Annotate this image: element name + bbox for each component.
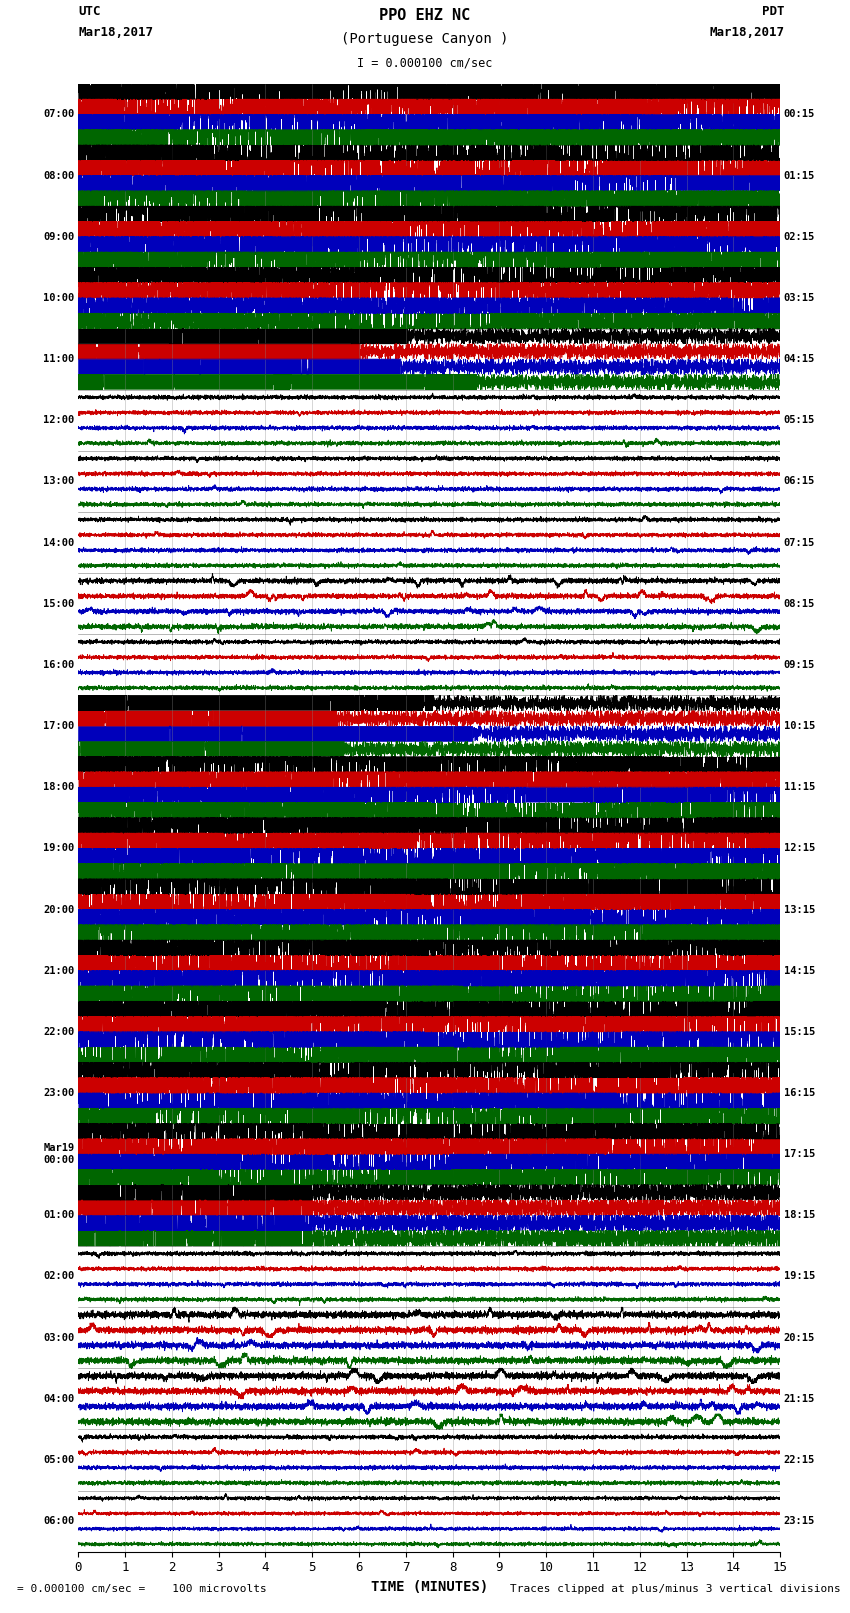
Text: 09:15: 09:15 [784,660,815,669]
Text: 17:00: 17:00 [43,721,75,731]
Text: 01:15: 01:15 [784,171,815,181]
Text: 21:15: 21:15 [784,1394,815,1403]
Text: 09:00: 09:00 [43,232,75,242]
Text: 01:00: 01:00 [43,1210,75,1221]
Text: 03:15: 03:15 [784,294,815,303]
Text: 20:15: 20:15 [784,1332,815,1342]
X-axis label: TIME (MINUTES): TIME (MINUTES) [371,1581,488,1594]
Text: 18:00: 18:00 [43,782,75,792]
Text: 15:00: 15:00 [43,598,75,608]
Text: 02:15: 02:15 [784,232,815,242]
Text: 23:15: 23:15 [784,1516,815,1526]
Text: 07:15: 07:15 [784,537,815,547]
Text: 10:15: 10:15 [784,721,815,731]
Text: 18:15: 18:15 [784,1210,815,1221]
Text: Traces clipped at plus/minus 3 vertical divisions: Traces clipped at plus/minus 3 vertical … [510,1584,841,1594]
Text: 02:00: 02:00 [43,1271,75,1281]
Text: 13:15: 13:15 [784,905,815,915]
Text: 07:00: 07:00 [43,110,75,119]
Text: 22:00: 22:00 [43,1027,75,1037]
Text: = 0.000100 cm/sec =    100 microvolts: = 0.000100 cm/sec = 100 microvolts [17,1584,267,1594]
Text: 08:00: 08:00 [43,171,75,181]
Text: 16:00: 16:00 [43,660,75,669]
Text: PDT: PDT [762,5,785,18]
Text: 16:15: 16:15 [784,1089,815,1098]
Text: 13:00: 13:00 [43,476,75,487]
Text: 14:00: 14:00 [43,537,75,547]
Text: 22:15: 22:15 [784,1455,815,1465]
Text: PPO EHZ NC: PPO EHZ NC [379,8,471,23]
Text: 17:15: 17:15 [784,1148,815,1160]
Text: 19:00: 19:00 [43,844,75,853]
Text: 06:15: 06:15 [784,476,815,487]
Text: 05:15: 05:15 [784,415,815,426]
Text: 08:15: 08:15 [784,598,815,608]
Text: Mar19
00:00: Mar19 00:00 [43,1144,75,1165]
Text: 03:00: 03:00 [43,1332,75,1342]
Text: I = 0.000100 cm/sec: I = 0.000100 cm/sec [357,56,493,69]
Text: (Portuguese Canyon ): (Portuguese Canyon ) [341,32,509,47]
Text: 12:00: 12:00 [43,415,75,426]
Text: 12:15: 12:15 [784,844,815,853]
Text: 05:00: 05:00 [43,1455,75,1465]
Text: 11:00: 11:00 [43,355,75,365]
Text: 11:15: 11:15 [784,782,815,792]
Text: 23:00: 23:00 [43,1089,75,1098]
Text: 14:15: 14:15 [784,966,815,976]
Text: 19:15: 19:15 [784,1271,815,1281]
Text: Mar18,2017: Mar18,2017 [78,26,153,39]
Text: UTC: UTC [78,5,100,18]
Text: 04:00: 04:00 [43,1394,75,1403]
Text: 21:00: 21:00 [43,966,75,976]
Text: 00:15: 00:15 [784,110,815,119]
Text: Mar18,2017: Mar18,2017 [710,26,785,39]
Text: 10:00: 10:00 [43,294,75,303]
Text: 15:15: 15:15 [784,1027,815,1037]
Text: 04:15: 04:15 [784,355,815,365]
Text: 06:00: 06:00 [43,1516,75,1526]
Text: 20:00: 20:00 [43,905,75,915]
